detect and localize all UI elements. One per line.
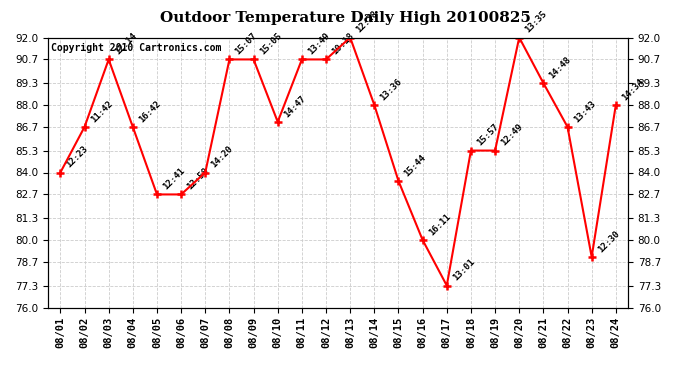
Text: 11:42: 11:42 (89, 99, 114, 124)
Text: 16:11: 16:11 (427, 212, 452, 237)
Text: 15:05: 15:05 (258, 31, 283, 57)
Text: 14:47: 14:47 (282, 94, 307, 119)
Text: 12:14: 12:14 (113, 31, 138, 57)
Text: Copyright 2010 Cartronics.com: Copyright 2010 Cartronics.com (51, 43, 221, 53)
Text: 12:28: 12:28 (355, 9, 380, 35)
Text: 12:23: 12:23 (65, 144, 90, 170)
Text: 13:35: 13:35 (524, 9, 549, 35)
Text: 14:48: 14:48 (548, 55, 573, 80)
Text: 13:43: 13:43 (572, 99, 597, 124)
Text: 12:30: 12:30 (596, 229, 621, 254)
Text: 12:41: 12:41 (161, 166, 186, 192)
Text: 13:49: 13:49 (306, 31, 331, 57)
Text: 13:01: 13:01 (451, 257, 476, 283)
Text: 14:20: 14:20 (210, 144, 235, 170)
Text: 15:07: 15:07 (234, 31, 259, 57)
Text: 10:18: 10:18 (331, 31, 355, 57)
Text: 12:49: 12:49 (500, 122, 524, 148)
Text: 15:57: 15:57 (475, 122, 500, 148)
Text: 14:34: 14:34 (620, 77, 645, 102)
Text: 12:58: 12:58 (186, 166, 210, 192)
Text: 15:44: 15:44 (403, 153, 428, 178)
Text: 13:36: 13:36 (379, 77, 404, 102)
Text: 16:42: 16:42 (137, 99, 162, 124)
Text: Outdoor Temperature Daily High 20100825: Outdoor Temperature Daily High 20100825 (159, 11, 531, 25)
